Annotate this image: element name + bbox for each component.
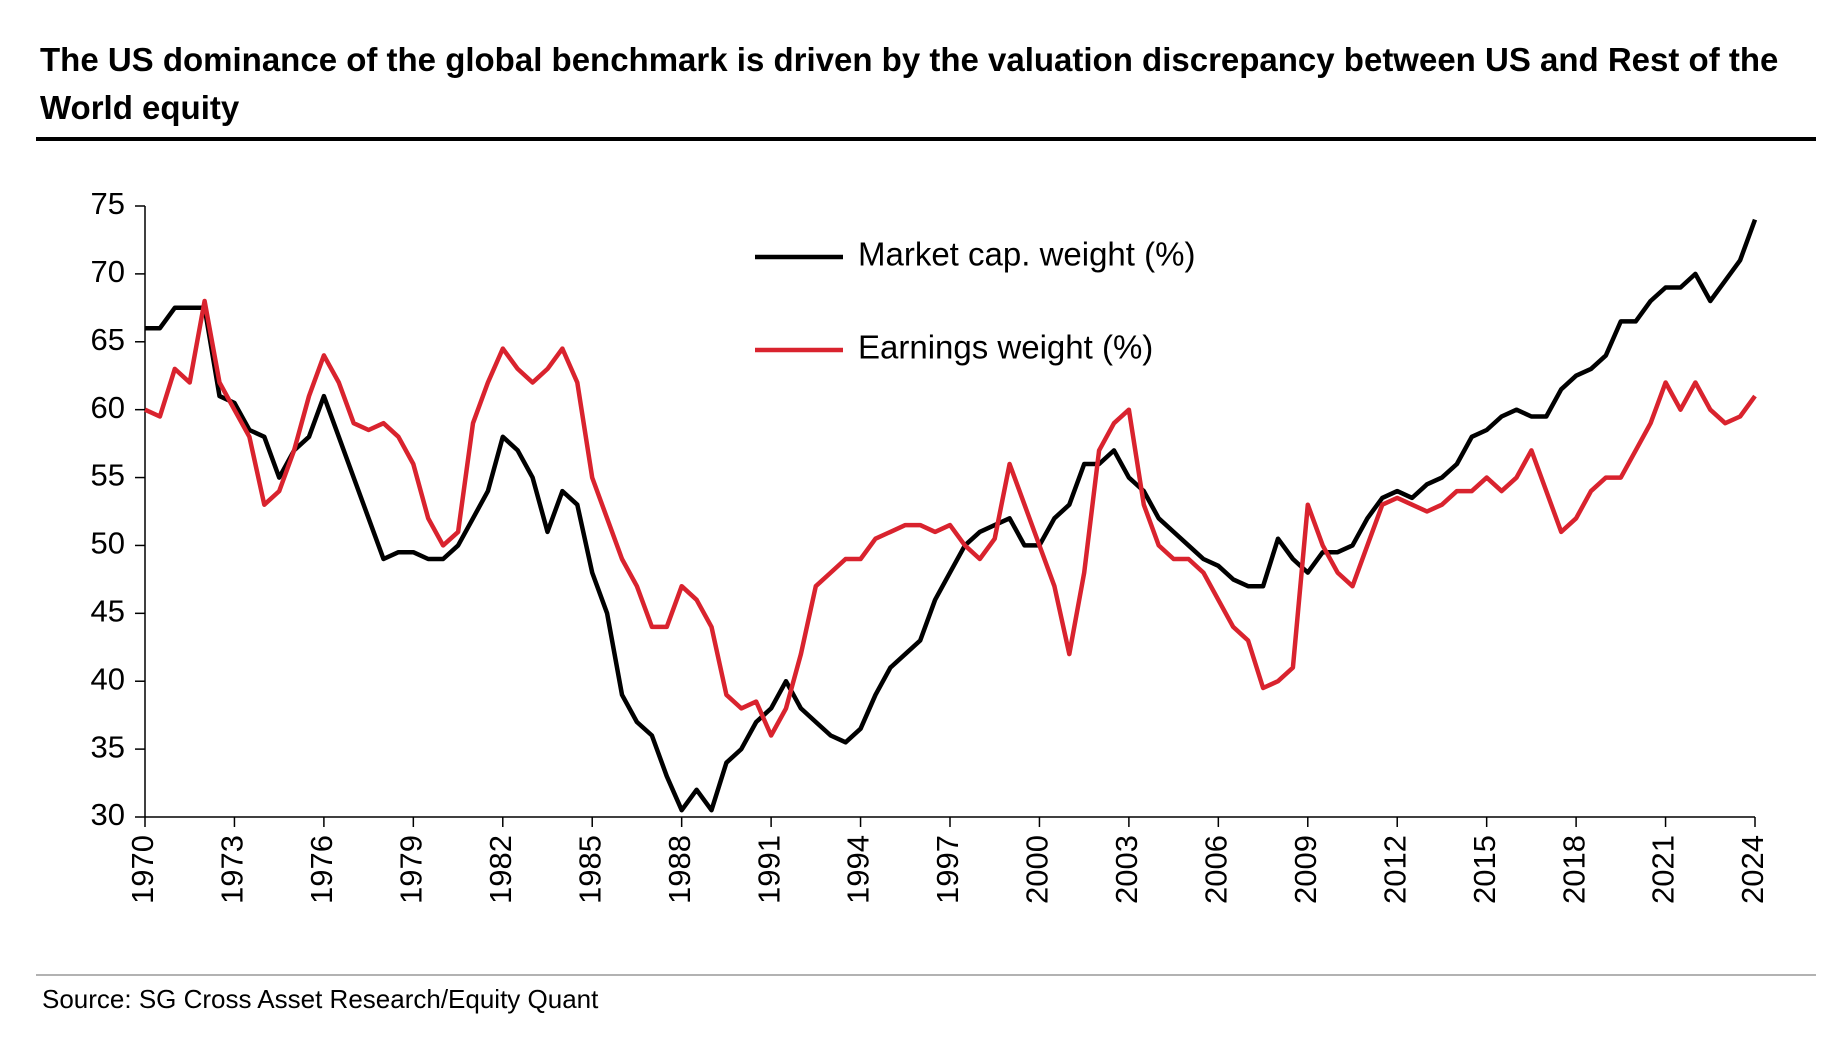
x-tick-label: 2018 [1556,835,1591,904]
y-tick-label: 40 [91,661,125,696]
y-tick-label: 75 [91,186,125,221]
legend-label: Earnings weight (%) [858,329,1153,366]
y-tick-label: 65 [91,322,125,357]
x-tick-label: 1979 [394,835,429,904]
source: Source: SG Cross Asset Research/Equity Q… [42,984,599,1014]
y-tick-label: 55 [91,458,125,493]
series-line [145,218,1758,813]
x-tick-label: 1997 [930,835,965,904]
y-tick-label: 45 [91,594,125,629]
x-tick-label: 2003 [1109,835,1144,904]
y-tick-label: 35 [91,729,125,764]
x-tick-label: 2000 [1020,835,1055,904]
x-tick-label: 2024 [1735,835,1770,904]
x-tick-label: 2012 [1377,835,1412,904]
y-tick-label: 70 [91,254,125,289]
y-tick-label: 30 [91,797,125,832]
x-tick-label: 1994 [841,835,876,904]
x-tick-label: 1988 [662,835,697,904]
x-tick-label: 2021 [1646,835,1681,904]
x-tick-label: 1970 [125,835,160,904]
y-tick-label: 60 [91,390,125,425]
chart-title: The US dominance of the global benchmark… [40,41,1779,126]
x-tick-label: 1973 [215,835,250,904]
series-line [144,298,1757,738]
x-tick-label: 2006 [1199,835,1234,904]
x-tick-label: 1991 [751,835,786,904]
y-tick-label: 50 [91,526,125,561]
x-tick-label: 2015 [1467,835,1502,904]
x-tick-label: 1985 [572,835,607,904]
x-tick-label: 2009 [1288,835,1323,904]
x-tick-label: 1976 [304,835,339,904]
x-tick-label: 1982 [483,835,518,904]
legend-label: Market cap. weight (%) [858,236,1195,273]
